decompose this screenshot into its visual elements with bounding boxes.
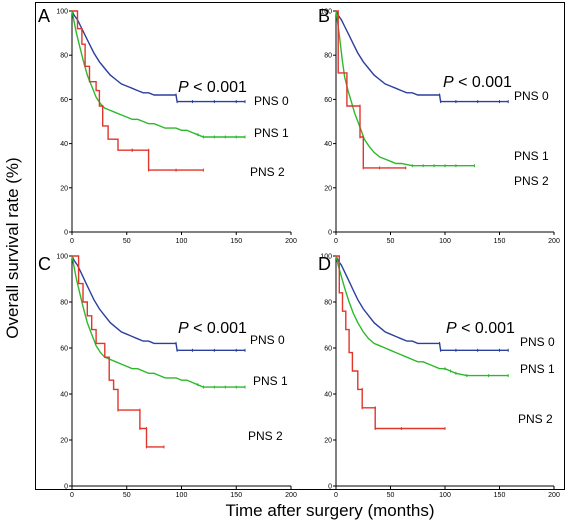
- y-tick-label: 40: [324, 141, 332, 148]
- x-tick-label: 50: [387, 238, 395, 245]
- p-value-annotation: P < 0.001: [178, 79, 247, 96]
- x-tick-label: 50: [387, 492, 395, 499]
- x-tick-label: 200: [548, 492, 560, 499]
- x-axis-title: Time after surgery (months): [225, 501, 434, 520]
- panel-letter: C: [38, 254, 51, 274]
- x-tick-label: 150: [494, 492, 506, 499]
- y-tick-label: 20: [324, 185, 332, 192]
- group-label: PNS 0: [250, 333, 285, 347]
- series-line-pns2: [336, 255, 445, 430]
- y-tick-label: 0: [64, 230, 68, 237]
- p-text: < 0.001: [189, 320, 247, 337]
- x-tick-label: 100: [439, 238, 451, 245]
- y-tick-label: 80: [324, 53, 332, 60]
- group-label: PNS 2: [250, 165, 285, 179]
- series-line-pns1: [335, 10, 475, 167]
- y-tick-label: 100: [56, 9, 68, 16]
- y-tick-label: 20: [60, 438, 68, 445]
- x-tick-label: 100: [176, 238, 188, 245]
- panel-a: 0 20 40 60 80 100 0 50 100 150 200 A P < 0.001 PNS 0 P…: [38, 6, 297, 245]
- y-tick-label: 0: [328, 484, 332, 491]
- y-tick-label: 20: [60, 185, 68, 192]
- p-symbol: P: [446, 320, 457, 337]
- p-symbol: P: [443, 74, 454, 91]
- p-text: < 0.001: [457, 320, 515, 337]
- series-line-pns0: [335, 10, 509, 103]
- x-tick-label: 100: [439, 492, 451, 499]
- x-tick-label: 50: [123, 238, 131, 245]
- x-tick-label: 0: [334, 492, 338, 499]
- p-value-annotation: P < 0.001: [443, 74, 512, 91]
- y-tick-label: 40: [60, 141, 68, 148]
- y-tick-label: 100: [320, 9, 332, 16]
- y-tick-label: 80: [60, 300, 68, 307]
- x-tick-label: 0: [70, 492, 74, 499]
- y-tick-label: 60: [324, 346, 332, 353]
- series-line-pns1: [71, 10, 245, 138]
- group-label: PNS 1: [254, 126, 289, 140]
- x-tick-label: 150: [230, 492, 242, 499]
- series-line-pns1: [335, 255, 509, 377]
- y-tick-label: 0: [64, 484, 68, 491]
- series-line-pns0: [71, 255, 245, 351]
- panel-letter: B: [318, 6, 330, 26]
- p-value-annotation: P < 0.001: [446, 320, 515, 337]
- y-tick-label: 80: [60, 53, 68, 60]
- y-tick-label: 60: [324, 97, 332, 104]
- p-symbol: P: [178, 79, 189, 96]
- group-label: PNS 1: [520, 362, 555, 376]
- y-tick-label: 40: [324, 392, 332, 399]
- x-tick-label: 200: [548, 238, 560, 245]
- group-label: PNS 1: [514, 149, 549, 163]
- series-line-pns2: [336, 10, 406, 169]
- y-tick-label: 100: [320, 254, 332, 261]
- panel-d: 0 20 40 60 80 100 0 50 100 150 200 D P < 0.001 PNS 0 P…: [318, 254, 560, 500]
- y-tick-label: 0: [328, 230, 332, 237]
- series-line-pns0: [71, 10, 245, 103]
- x-tick-label: 0: [70, 238, 74, 245]
- group-label: PNS 2: [248, 429, 283, 443]
- y-tick-label: 60: [60, 346, 68, 353]
- x-tick-label: 50: [123, 492, 131, 499]
- p-value-annotation: P < 0.001: [178, 320, 247, 337]
- y-tick-label: 60: [60, 97, 68, 104]
- group-label: PNS 0: [514, 89, 549, 103]
- group-label: PNS 0: [254, 94, 289, 108]
- figure-frame: [35, 2, 565, 490]
- series-line-pns0: [335, 255, 509, 351]
- x-tick-label: 200: [285, 492, 297, 499]
- x-tick-label: 150: [230, 238, 242, 245]
- panel-letter: D: [318, 254, 331, 274]
- x-tick-label: 150: [494, 238, 506, 245]
- y-tick-label: 80: [324, 300, 332, 307]
- y-tick-label: 20: [324, 438, 332, 445]
- p-symbol: P: [178, 320, 189, 337]
- panel-letter: A: [38, 6, 50, 26]
- series-line-pns2: [72, 255, 164, 448]
- x-tick-label: 200: [285, 238, 297, 245]
- x-tick-label: 100: [176, 492, 188, 499]
- group-label: PNS 0: [520, 335, 555, 349]
- p-text: < 0.001: [454, 74, 512, 91]
- group-label: PNS 2: [514, 174, 549, 188]
- series-line-pns1: [71, 255, 245, 388]
- p-text: < 0.001: [189, 79, 247, 96]
- y-tick-label: 40: [60, 392, 68, 399]
- group-label: PNS 2: [518, 412, 553, 426]
- group-label: PNS 1: [253, 374, 288, 388]
- y-axis-title: Overall survival rate (%): [3, 157, 22, 338]
- series-line-pns2: [72, 10, 204, 171]
- y-tick-label: 100: [56, 254, 68, 261]
- x-tick-label: 0: [334, 238, 338, 245]
